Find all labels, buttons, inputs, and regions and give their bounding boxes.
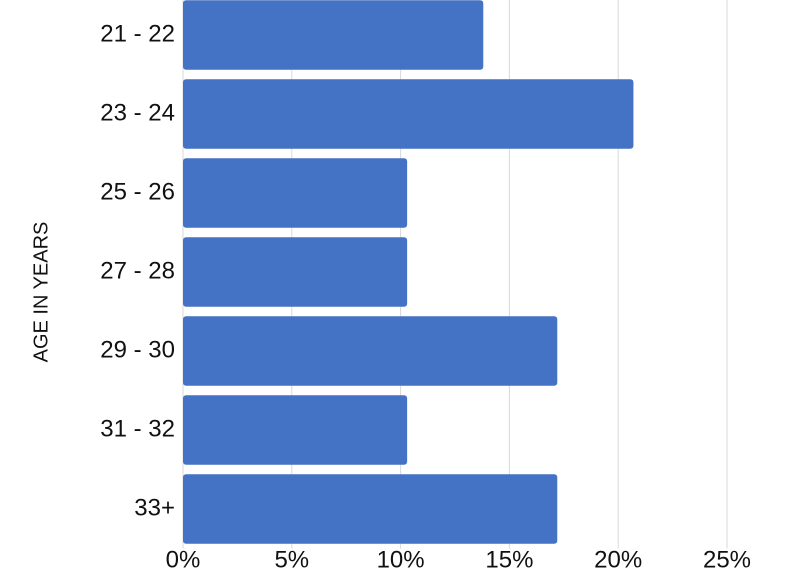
bar: [183, 158, 408, 228]
y-tick-label: 25 - 26: [100, 178, 175, 205]
y-axis-label: AGE IN YEARS: [30, 222, 52, 363]
y-tick-label: 31 - 32: [100, 415, 175, 442]
x-tick-label: 20%: [594, 546, 642, 573]
x-tick-label: 10%: [377, 546, 425, 573]
y-tick-label: 29 - 30: [100, 336, 175, 363]
bar: [183, 237, 408, 307]
y-tick-label: 23 - 24: [100, 99, 175, 126]
bar: [183, 79, 634, 149]
x-tick-label: 25%: [703, 546, 751, 573]
x-tick-label: 15%: [485, 546, 533, 573]
x-tick-label: 0%: [166, 546, 201, 573]
y-tick-label: 27 - 28: [100, 257, 175, 284]
bar: [183, 395, 408, 465]
bar: [183, 0, 484, 70]
y-tick-label: 33+: [134, 494, 175, 521]
x-tick-label: 5%: [274, 546, 309, 573]
bar: [183, 316, 558, 386]
y-tick-label: 21 - 22: [100, 20, 175, 47]
bar: [183, 474, 558, 544]
